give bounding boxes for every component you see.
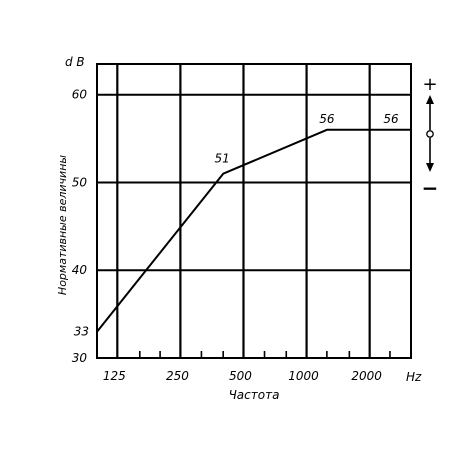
minor-ticks [138, 351, 391, 358]
x-unit-label: Hz [406, 370, 422, 384]
y-axis-title: Нормативные величины [56, 155, 69, 295]
series-line [96, 128, 411, 333]
y-tick-label: 50 [72, 175, 88, 189]
data-label: 33 [74, 325, 89, 339]
y-tick-label: 30 [72, 351, 88, 365]
grid [96, 63, 412, 359]
plot-frame [96, 63, 412, 359]
plus-sign: + [422, 74, 437, 95]
x-tick-label: 250 [166, 369, 189, 383]
y-tick-labels: 30 40 50 60 [72, 88, 88, 365]
x-tick-labels: 125 250 500 1000 2000 [103, 369, 382, 383]
data-labels: 33 51 56 56 [74, 112, 399, 339]
arrow-down-icon [426, 163, 434, 172]
series-layer [96, 128, 411, 333]
data-label: 51 [215, 152, 230, 166]
x-tick-label: 1000 [288, 369, 319, 383]
x-tick-label: 2000 [351, 369, 382, 383]
y-tick-label: 60 [72, 88, 88, 102]
arrow-up-icon [426, 95, 434, 104]
level-adjust-indicator: + − [422, 74, 439, 200]
x-tick-label: 500 [229, 369, 252, 383]
indicator-center-dot [426, 130, 434, 138]
minus-sign: − [422, 176, 439, 200]
x-axis-title: Частота [229, 388, 280, 402]
y-unit-label: d B [65, 55, 85, 69]
x-tick-label: 125 [103, 369, 126, 383]
data-label: 56 [319, 112, 335, 126]
data-label: 56 [383, 112, 399, 126]
y-tick-label: 40 [72, 263, 88, 277]
